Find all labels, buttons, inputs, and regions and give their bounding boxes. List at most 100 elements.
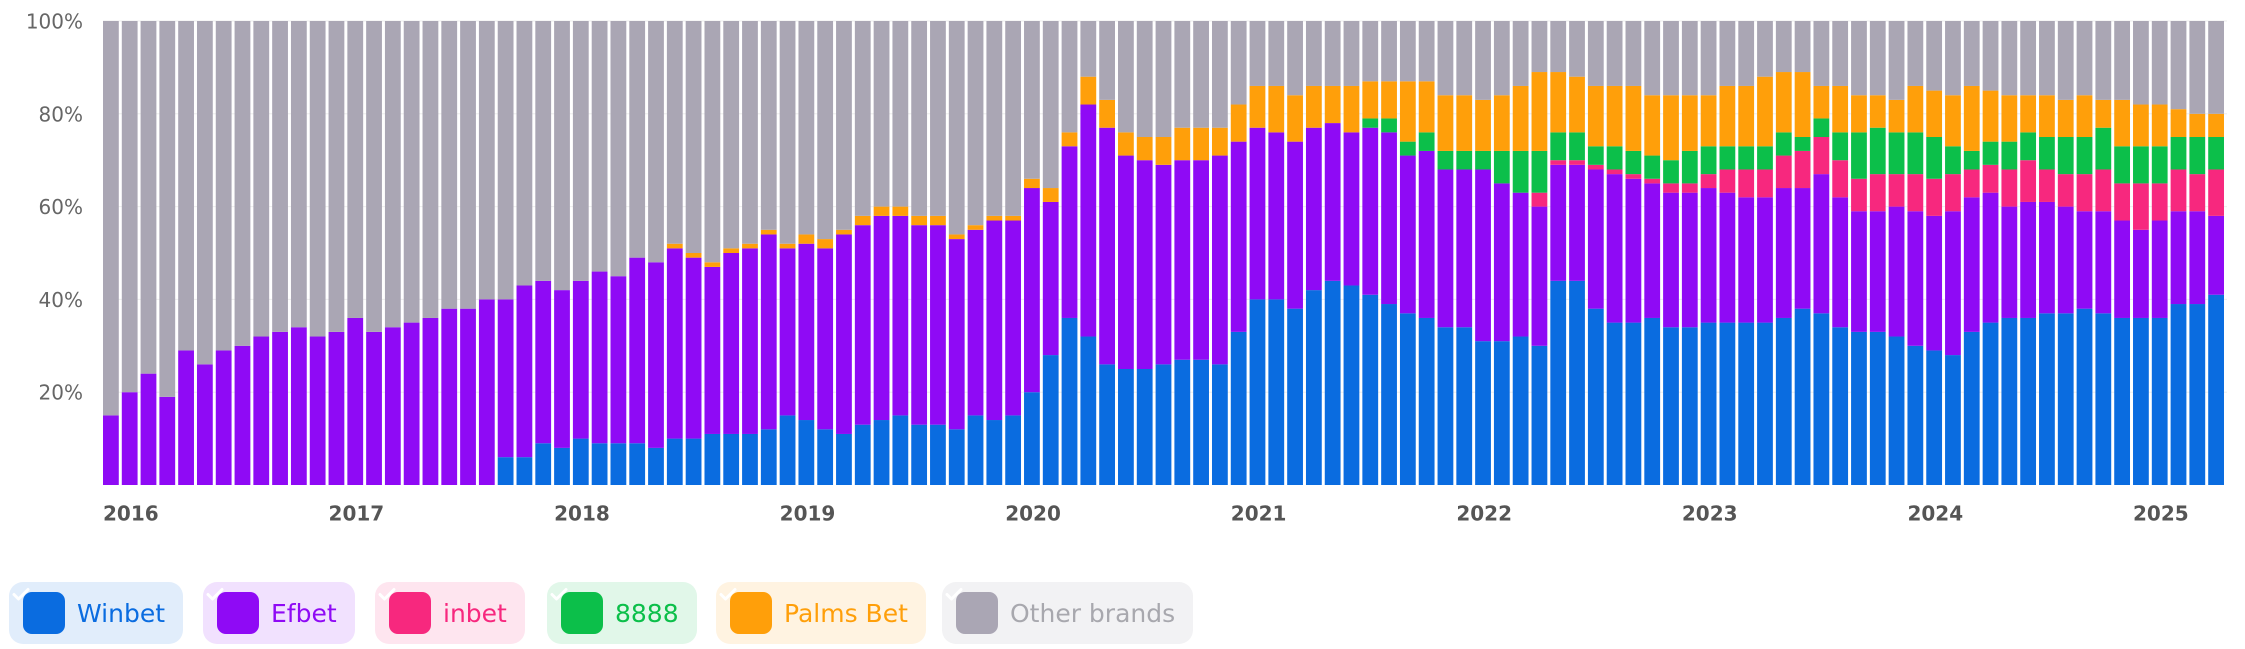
bar-segment xyxy=(2095,21,2112,100)
bar-segment xyxy=(460,21,476,309)
x-tick-label: 2020 xyxy=(1005,502,1061,526)
bar-segment xyxy=(1587,146,1604,165)
bar-segment xyxy=(1738,146,1755,170)
bar-segment xyxy=(1569,160,1585,165)
y-tick-label: 60% xyxy=(39,195,83,219)
bar-segment xyxy=(1888,99,1905,133)
bar-segment xyxy=(1024,392,1040,485)
bar-segment xyxy=(1305,21,1322,86)
bar-segment xyxy=(1042,21,1059,189)
bar-segment xyxy=(1587,164,1604,170)
bar-segment xyxy=(1700,21,1717,96)
bar-segment xyxy=(779,21,796,244)
bar-segment xyxy=(234,21,251,346)
legend-item[interactable]: Winbet xyxy=(9,582,184,644)
check-icon xyxy=(206,588,224,601)
bar-segment xyxy=(2001,206,2018,318)
bar-segment xyxy=(1888,174,1905,207)
bar-segment xyxy=(591,271,608,444)
chart: 20% 40% 60% 80% 100% 2016 2017 2018 2019 2020 2021… xyxy=(26,10,2227,526)
bar-segment xyxy=(1080,104,1097,337)
bar-segment xyxy=(366,331,382,485)
bar-segment xyxy=(610,21,627,277)
bar-segment xyxy=(2057,313,2074,485)
bar-segment xyxy=(1268,299,1285,485)
bar-segment xyxy=(478,21,495,300)
bar-segment xyxy=(1230,104,1247,142)
bar-segment xyxy=(1475,341,1491,485)
bar-segment xyxy=(1456,327,1473,485)
legend-item[interactable]: Other brands xyxy=(942,582,1194,644)
bar-segment xyxy=(1287,95,1303,142)
bar-segment xyxy=(1757,197,1773,323)
bar-segment xyxy=(779,248,796,416)
check-icon xyxy=(719,588,737,601)
bar-segment xyxy=(1907,21,1924,86)
bar-segment xyxy=(1869,95,1886,128)
bar-segment xyxy=(1832,132,1849,161)
bar-segment xyxy=(723,433,740,485)
bar-segment xyxy=(328,21,345,332)
bar-segment xyxy=(1926,21,1943,91)
bar-segment xyxy=(1982,90,1999,142)
bar-segment xyxy=(779,243,796,249)
legend-item[interactable]: inbet xyxy=(375,582,525,644)
legend-item[interactable]: 8888 xyxy=(547,582,697,644)
bar-segment xyxy=(1625,21,1642,86)
x-tick-label: 2021 xyxy=(1231,502,1287,526)
bar-segment xyxy=(817,248,834,430)
bar-segment xyxy=(1982,141,1999,165)
bar-segment xyxy=(328,331,345,485)
x-tick-label: 2019 xyxy=(780,502,836,526)
bar-segment xyxy=(836,234,852,434)
bar-segment xyxy=(159,396,176,485)
bar-segment xyxy=(2020,132,2037,161)
bar-segment xyxy=(1757,76,1773,147)
x-tick-label: 2017 xyxy=(329,502,385,526)
bar-segment xyxy=(1587,85,1604,147)
legend-item[interactable]: Palms Bet xyxy=(716,582,926,644)
bar-segment xyxy=(629,257,646,444)
bar-segment xyxy=(1963,150,1980,170)
bar-segment xyxy=(1757,146,1773,170)
bar-segment xyxy=(1531,206,1548,346)
x-tick-label: 2023 xyxy=(1682,502,1738,526)
bar-segment xyxy=(666,21,683,244)
legend-item[interactable]: Efbet xyxy=(203,582,355,644)
bar-segment xyxy=(1042,188,1059,202)
bar-segment xyxy=(1381,132,1397,305)
bar-segment xyxy=(1024,178,1040,189)
bar-segment xyxy=(1024,188,1040,393)
bar-segment xyxy=(685,253,702,258)
bar-segment xyxy=(497,299,514,458)
bar-segment xyxy=(1794,137,1811,151)
bar-segment xyxy=(1362,81,1379,119)
bar-segment xyxy=(1569,21,1585,77)
bar-segment xyxy=(290,21,307,328)
bar-segment xyxy=(1587,308,1604,485)
bar-segment xyxy=(1193,21,1209,128)
bar-segment xyxy=(1061,132,1078,147)
bar-segment xyxy=(1418,81,1435,133)
bar-segment xyxy=(892,21,909,207)
bar-segment xyxy=(1230,21,1247,105)
bar-segment xyxy=(1249,85,1266,128)
bar-segment xyxy=(1851,95,1867,133)
bar-segment xyxy=(1305,85,1322,128)
bar-segment xyxy=(103,415,119,485)
bar-segment xyxy=(798,234,815,244)
bar-segment xyxy=(948,234,965,240)
bar-segment xyxy=(930,215,946,226)
bar-segment xyxy=(610,276,627,444)
bar-segment xyxy=(1324,21,1341,86)
bar-segment xyxy=(1287,21,1303,96)
bar-segment xyxy=(1775,188,1792,318)
bar-segment xyxy=(704,262,721,267)
bar-segment xyxy=(1005,21,1022,216)
bar-segment xyxy=(1775,21,1792,73)
bar-segment xyxy=(140,373,157,485)
bar-segment xyxy=(911,215,928,226)
bar-segment xyxy=(1738,85,1755,147)
bar-segment xyxy=(836,229,852,235)
